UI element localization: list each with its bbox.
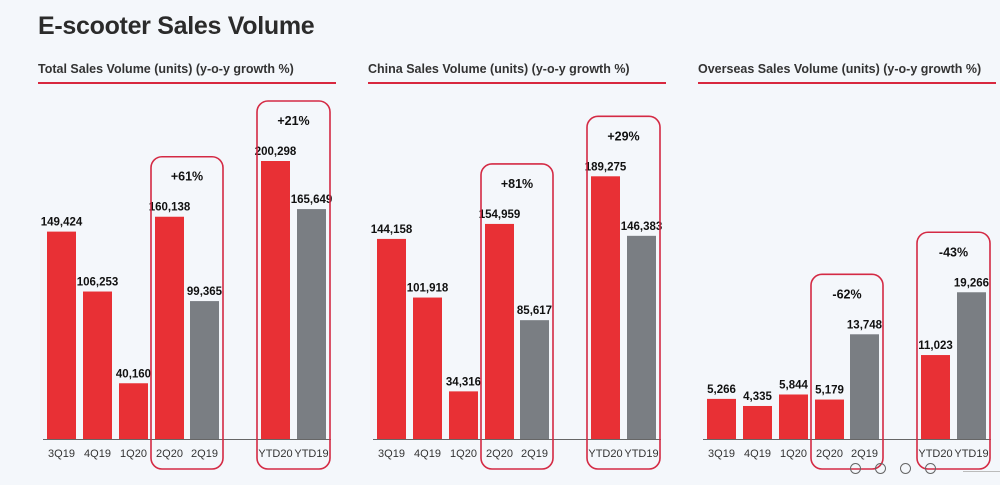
pager-dot[interactable]: [850, 463, 861, 474]
data-label: 144,158: [371, 224, 413, 236]
title-rule: [698, 82, 996, 84]
x-tick-label: 3Q19: [378, 448, 405, 460]
data-label: 160,138: [149, 202, 191, 214]
x-tick-label: 1Q20: [120, 448, 147, 460]
bar-2q19: [190, 301, 219, 439]
data-label: 154,959: [479, 209, 521, 221]
x-tick-label: 1Q20: [450, 448, 477, 460]
x-tick-label: 3Q19: [48, 448, 75, 460]
x-tick-label: YTD20: [258, 448, 292, 460]
data-label: 106,253: [77, 277, 119, 289]
bar-ytd20: [261, 161, 290, 439]
x-tick-label: YTD20: [588, 448, 622, 460]
bar-ytd19: [627, 235, 656, 439]
x-tick-label: 2Q19: [521, 448, 548, 460]
bar-2q19: [850, 334, 879, 439]
data-label: 149,424: [41, 217, 83, 229]
growth-annotation: +29%: [607, 129, 639, 143]
data-label: 99,365: [187, 286, 223, 298]
x-tick-label: YTD19: [294, 448, 328, 460]
data-label: 146,383: [621, 221, 663, 233]
page-title: E-scooter Sales Volume: [38, 12, 315, 40]
pager-dot[interactable]: [925, 463, 936, 474]
data-label: 200,298: [255, 146, 297, 158]
growth-highlight-box: [150, 155, 224, 470]
panel-title: Overseas Sales Volume (units) (y-o-y gro…: [698, 62, 982, 76]
data-label: 40,160: [116, 368, 151, 380]
slide-pager: [850, 463, 936, 474]
x-tick-label: YTD19: [954, 448, 988, 460]
x-tick-label: 2Q19: [851, 448, 878, 460]
bar-3q19: [707, 398, 736, 439]
x-tick-label: 2Q20: [816, 448, 843, 460]
x-tick-label: 4Q19: [414, 448, 441, 460]
china-sales-panel: China Sales Volume (units) (y-o-y growth…: [368, 60, 668, 485]
x-tick-label: 3Q19: [708, 448, 735, 460]
bar-ytd19: [957, 292, 986, 439]
growth-annotation: +21%: [277, 114, 309, 128]
growth-highlight-box: [586, 115, 661, 470]
bar-4q19: [743, 405, 772, 439]
growth-highlight-box: [480, 163, 554, 470]
china-sales-chart: 144,158 3Q19 101,918 4Q19 34,316 1Q20 154,959 2…: [371, 115, 663, 470]
x-tick-label: 2Q19: [191, 448, 218, 460]
total-sales-chart: 149,424 3Q19 106,253 4Q19 40,160 1Q20 160,138 2…: [41, 100, 333, 470]
x-tick-label: 2Q20: [156, 448, 183, 460]
x-tick-label: 4Q19: [84, 448, 111, 460]
bar-ytd20: [591, 176, 620, 439]
bar-3q19: [47, 231, 76, 439]
panel-title: China Sales Volume (units) (y-o-y growth…: [368, 62, 630, 76]
total-sales-panel: Total Sales Volume (units) (y-o-y growth…: [38, 60, 338, 485]
pager-dot[interactable]: [900, 463, 911, 474]
x-tick-label: 2Q20: [486, 448, 513, 460]
data-label: 5,844: [779, 379, 808, 391]
growth-annotation: -43%: [939, 245, 968, 259]
growth-annotation: +81%: [501, 177, 533, 191]
panel-title: Total Sales Volume (units) (y-o-y growth…: [38, 62, 294, 76]
title-rule: [38, 82, 336, 84]
x-tick-label: YTD20: [918, 448, 952, 460]
bar-3q19: [377, 238, 406, 439]
growth-highlight-box: [256, 100, 331, 470]
bar-2q20: [485, 223, 514, 439]
bar-2q20: [815, 399, 844, 439]
growth-highlight-box: [916, 231, 991, 470]
data-label: 19,266: [954, 277, 989, 289]
bar-ytd19: [297, 209, 326, 439]
bar-4q19: [413, 297, 442, 439]
growth-annotation: +61%: [171, 170, 203, 184]
bar-4q19: [83, 291, 112, 439]
bar-ytd20: [921, 355, 950, 439]
data-label: 11,023: [918, 340, 953, 352]
x-tick-label: 4Q19: [744, 448, 771, 460]
data-label: 189,275: [585, 161, 627, 173]
data-label: 101,918: [407, 283, 449, 295]
growth-annotation: -62%: [832, 287, 861, 301]
pager-dot[interactable]: [875, 463, 886, 474]
bar-2q19: [520, 320, 549, 439]
x-tick-label: 1Q20: [780, 448, 807, 460]
growth-highlight-box: [810, 273, 884, 470]
data-label: 5,179: [815, 385, 844, 397]
bar-1q20: [779, 394, 808, 439]
x-tick-label: YTD19: [624, 448, 658, 460]
data-label: 165,649: [291, 194, 333, 206]
bar-2q20: [155, 216, 184, 439]
overseas-sales-panel: Overseas Sales Volume (units) (y-o-y gro…: [698, 60, 998, 485]
data-label: 34,316: [446, 376, 481, 388]
bar-1q20: [119, 383, 148, 439]
title-rule: [368, 82, 666, 84]
divider: [963, 471, 1000, 472]
data-label: 13,748: [847, 319, 883, 331]
data-label: 4,335: [743, 391, 772, 403]
overseas-sales-chart: 5,266 3Q19 4,335 4Q19 5,844 1Q20 5,179 2Q20 13,7…: [703, 231, 991, 470]
bar-1q20: [449, 391, 478, 439]
data-label: 5,266: [707, 384, 736, 396]
data-label: 85,617: [517, 305, 552, 317]
